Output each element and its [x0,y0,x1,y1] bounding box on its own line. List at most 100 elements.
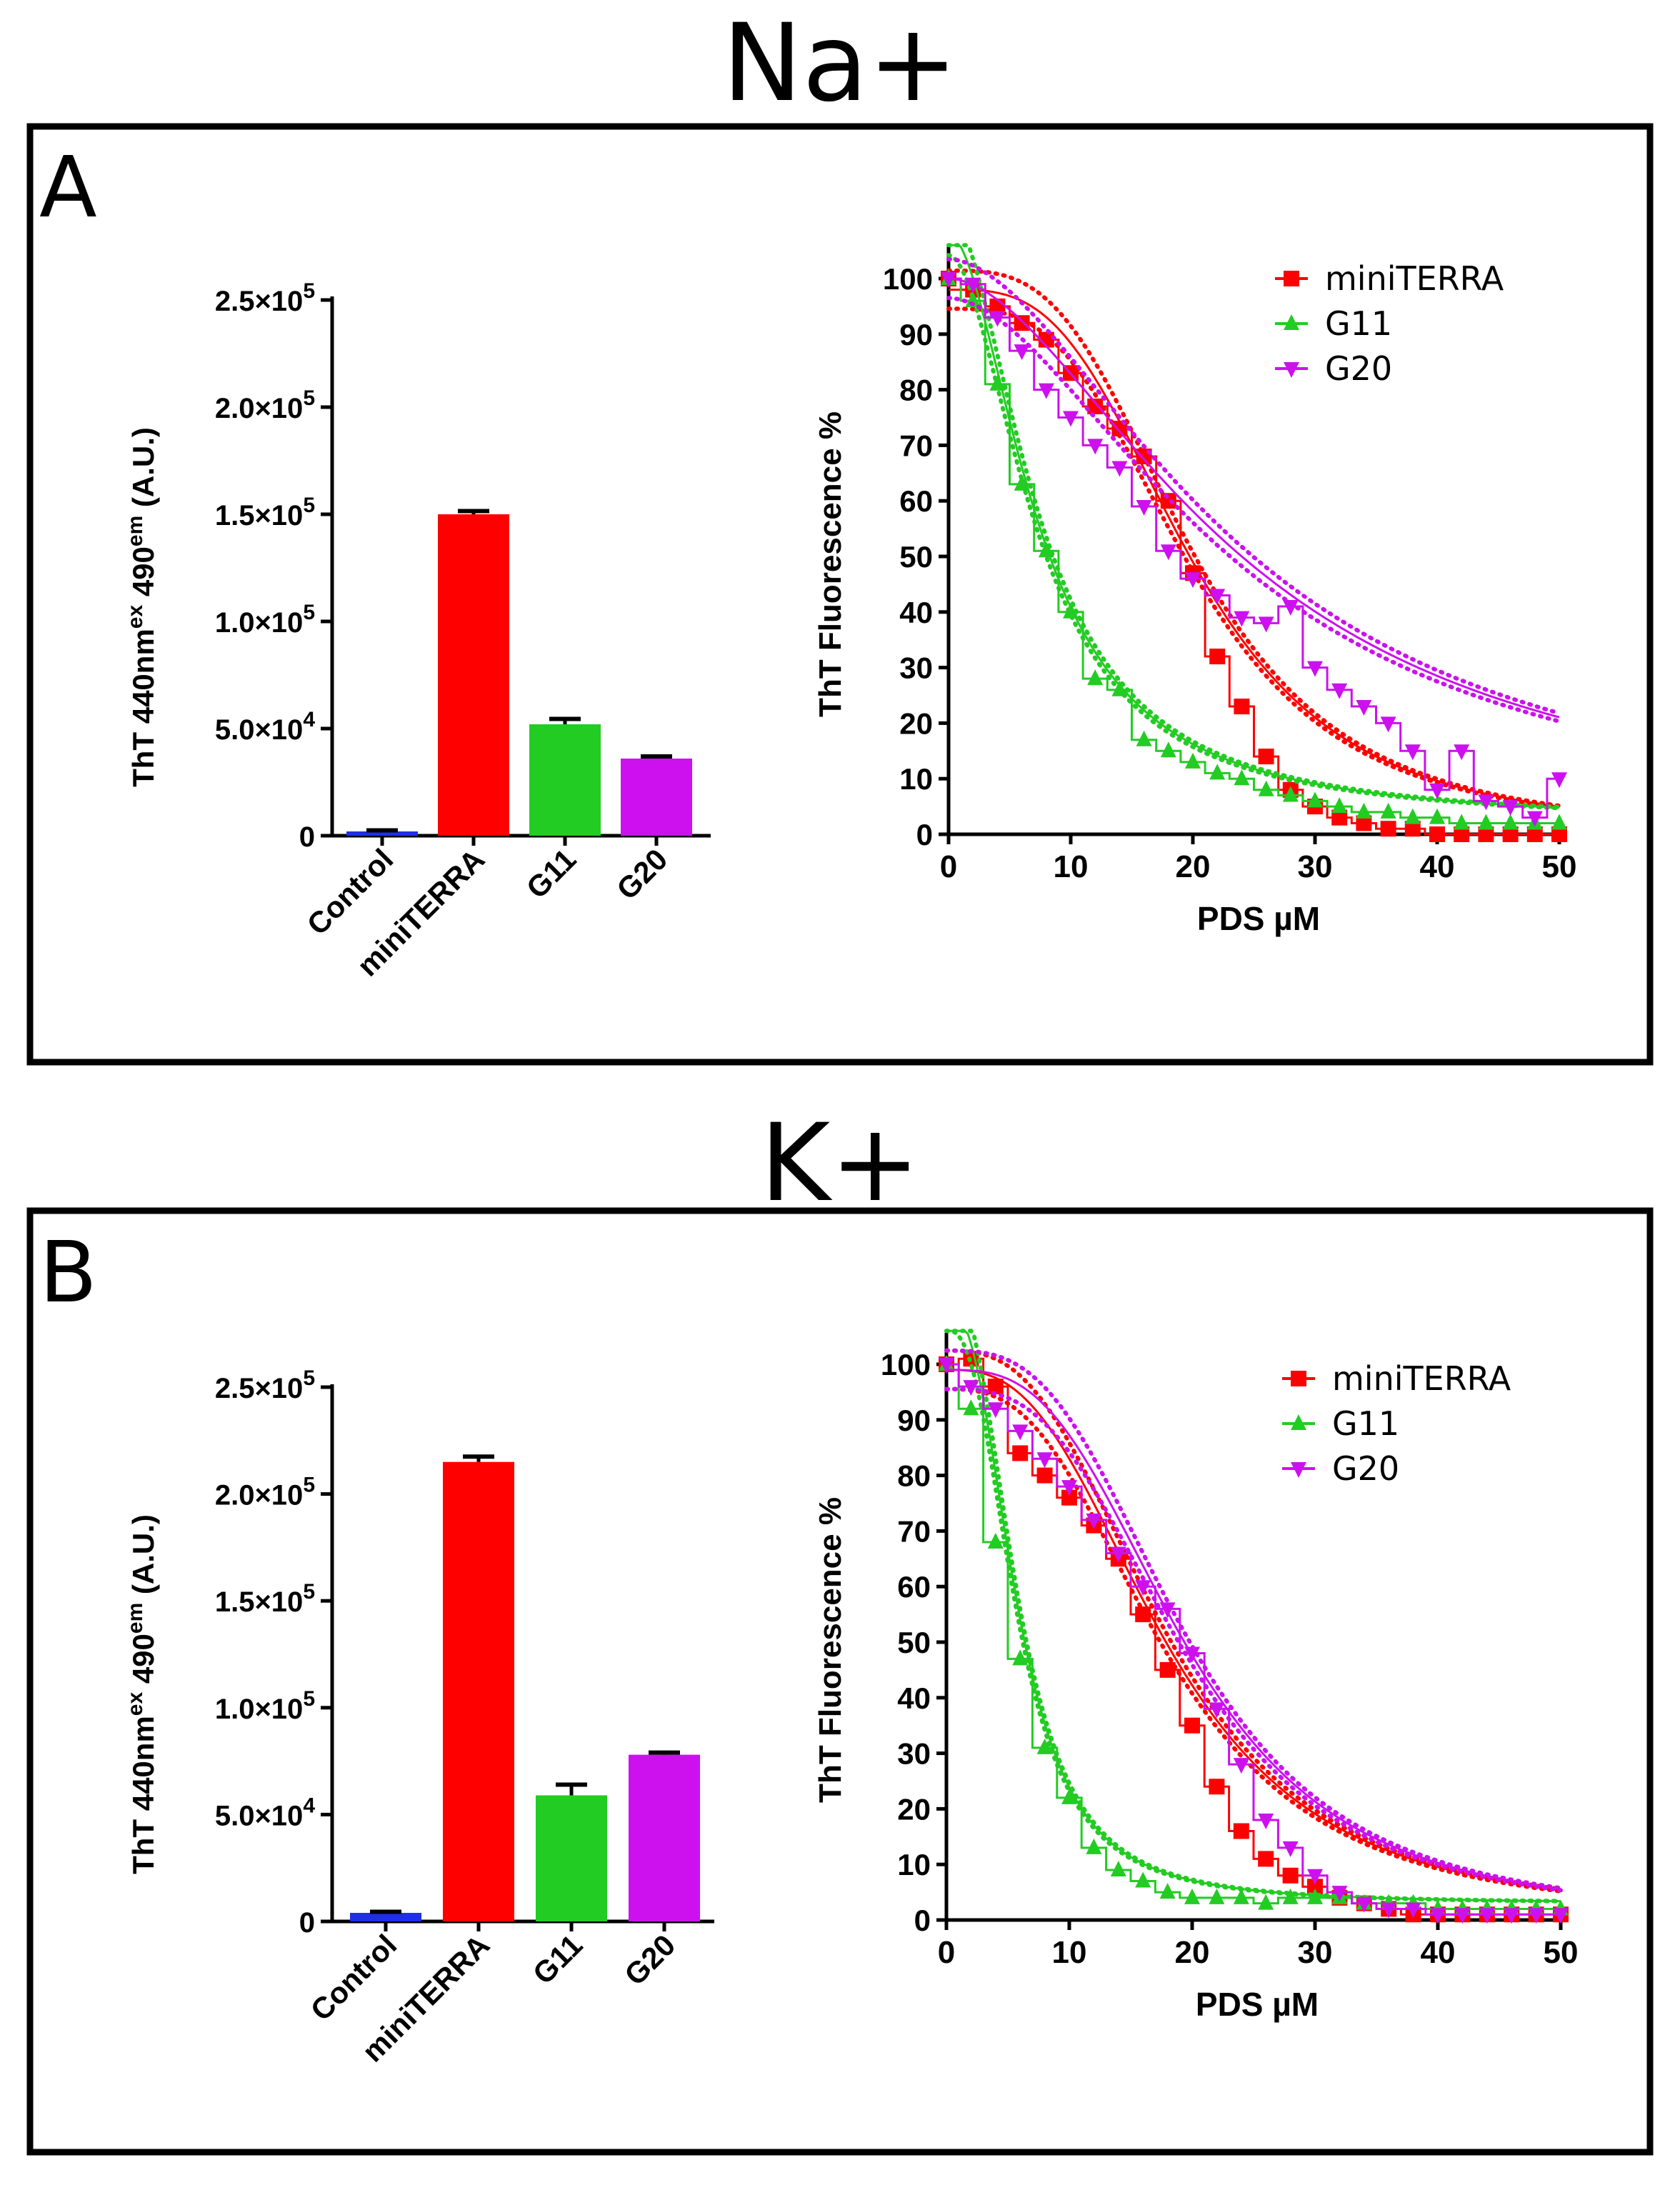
bar-y-tick-label: 0 [299,821,315,853]
data-point [1012,1445,1029,1461]
series-g20 [941,256,1567,827]
curve-y-tick-label: 80 [897,1459,931,1493]
bar-a-y-label: ThT 440nmex 490em (A.U.) [124,427,160,787]
data-point [1282,1841,1299,1857]
curve-y-tick-label: 90 [899,318,933,351]
data-point [1356,802,1372,819]
data-point [1454,744,1470,761]
legend-label: G20 [1332,1449,1399,1488]
curve-y-tick-label: 0 [916,818,933,851]
data-point [1209,649,1226,665]
data-point [1331,683,1348,699]
series-g11 [939,1329,1569,1916]
legend-marker [1284,314,1299,330]
panel-a-ion-title: Na+ [722,1,958,126]
bar-g11 [536,1795,607,1921]
data-point [1111,461,1128,477]
bar-y-tick-label: 1.5×105 [215,1580,315,1618]
data-point [1135,1580,1151,1596]
data-point [1209,1702,1225,1719]
panel-b-curve-chart: 0 10 20 30 40 50 0 10 20 30 40 50 60 70 80 90 100 ThT Fl… [813,1329,1579,2023]
data-point [1209,1779,1225,1795]
panel-a-letter: A [39,138,97,236]
data-point [1526,826,1543,842]
data-point [1038,541,1054,558]
legend-label: G20 [1325,349,1392,388]
data-point [1184,1646,1200,1663]
data-point [1061,1480,1077,1496]
curve-b-y-label: ThT Fluorescence % [813,1497,848,1803]
curve-y-tick-label: 60 [897,1570,931,1604]
data-point [987,1532,1004,1549]
data-point [1307,1869,1323,1885]
bar-y-tick-label: 5.0×104 [215,1794,315,1831]
data-point [1282,600,1299,616]
data-point [1331,797,1348,814]
curve-b-x-label: PDS µM [1196,1986,1319,2023]
data-point [1136,499,1152,516]
data-point [989,311,1006,327]
data-point [1356,1896,1372,1913]
data-point [1356,815,1372,831]
bar-b-y-label: ThT 440nmex 490em (A.U.) [124,1514,160,1874]
data-point [1454,814,1470,830]
data-point [989,374,1006,391]
data-point [1454,826,1470,842]
data-point [1282,1867,1299,1884]
curve-x-tick-label: 50 [1544,1935,1579,1970]
curve-x-tick-label: 40 [1421,1935,1456,1970]
bar-y-tick-label: 5.0×104 [215,708,315,746]
curve-y-tick-label: 10 [899,762,933,796]
data-point [1381,1902,1397,1919]
data-point [963,1380,979,1396]
bar-category-label: G20 [610,842,674,906]
series-ci-lower [944,1386,1563,1894]
data-point [1405,1902,1421,1919]
series-miniterra [941,268,1567,842]
curve-y-tick-label: 100 [883,262,933,296]
data-point [1038,331,1054,348]
curve-x-tick-label: 10 [1054,849,1089,884]
data-point [1012,1424,1029,1441]
curve-y-tick-label: 80 [899,374,933,407]
panel-a-curve-chart: 0 10 20 30 40 50 0 10 20 30 40 50 60 70 80 90 100 ThT Fl… [813,243,1576,937]
data-point [1528,1908,1544,1924]
bar-category-label: G11 [526,1928,589,1991]
curve-x-tick-label: 40 [1420,849,1455,884]
series-g20 [939,1348,1569,1924]
bar-category-label: G11 [520,842,583,905]
data-point [965,291,981,308]
data-point [987,1379,1004,1395]
bar-miniterra [438,514,509,836]
data-point [1159,1602,1176,1619]
data-point [1258,1813,1274,1829]
curve-y-tick-label: 20 [899,706,933,740]
series-ci-lower [944,1329,1563,1904]
series-step-line [946,1363,1561,1916]
bar-g20 [621,759,692,836]
bar-category-label: G20 [618,1928,681,1991]
data-point [1185,752,1201,769]
data-point [1160,741,1176,758]
data-point [1551,826,1567,842]
curve-y-tick-label: 40 [899,596,933,629]
data-point [1404,821,1421,837]
curve-y-tick-label: 100 [881,1348,931,1381]
data-point [1061,1489,1077,1506]
curve-x-tick-label: 10 [1052,1935,1087,1970]
panel-a-frame [26,123,1654,1066]
data-point [1551,772,1567,789]
data-point [1307,1888,1323,1904]
data-point [1380,821,1396,837]
data-point [1135,1606,1151,1623]
curve-y-tick-label: 0 [914,1904,931,1937]
legend-marker [1291,1462,1306,1478]
data-point [1014,315,1030,331]
data-point [1234,611,1250,627]
data-point [1160,544,1176,561]
curve-x-tick-label: 0 [940,849,957,884]
curve-x-tick-label: 20 [1176,849,1211,884]
data-point [1282,786,1299,802]
data-point [1233,1823,1249,1839]
